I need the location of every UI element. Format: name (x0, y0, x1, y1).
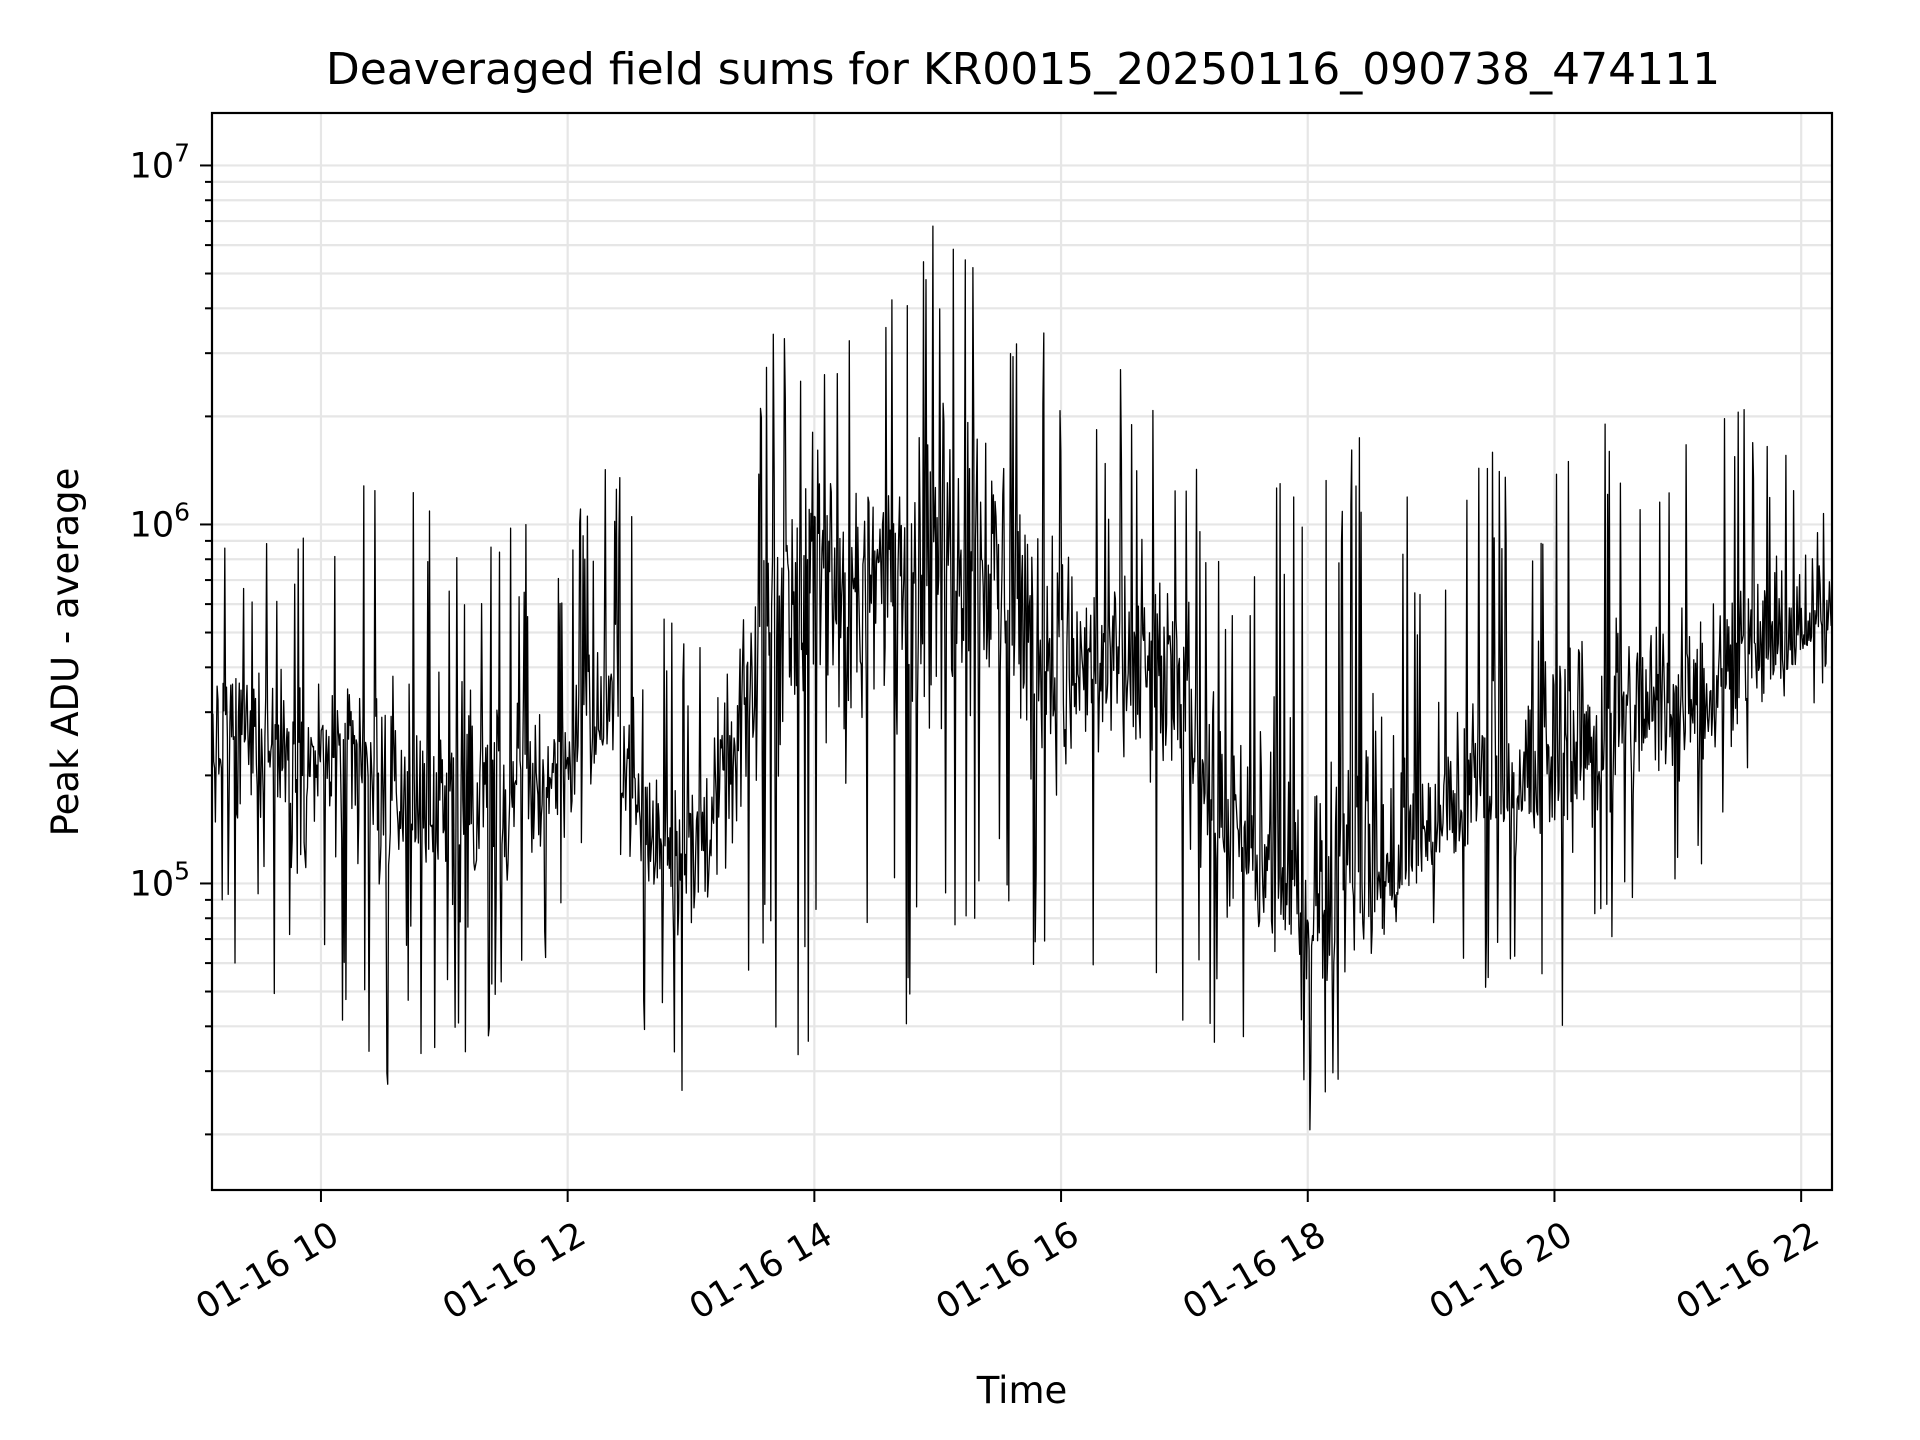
y-axis-label: Peak ADU - average (44, 468, 87, 837)
y-tick-label: 106 (130, 497, 190, 545)
y-tick-label: 107 (130, 138, 190, 186)
series-line (211, 225, 1833, 1131)
chart-title: Deaveraged field sums for KR0015_2025011… (326, 44, 1720, 95)
plot-frame (210, 111, 1834, 1192)
y-tick-label: 105 (130, 856, 190, 904)
series-group (211, 225, 1833, 1131)
x-axis-label: Time (976, 1369, 1068, 1412)
y-axis: 105 106 107 (130, 138, 212, 1136)
